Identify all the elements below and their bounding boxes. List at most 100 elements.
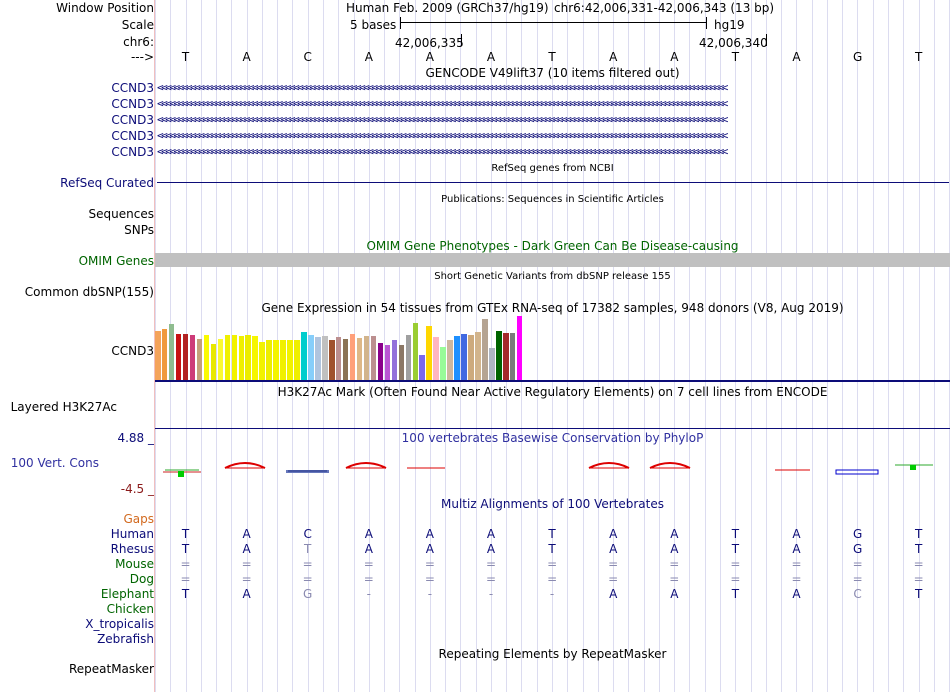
gtex-tissue-bar[interactable] [349, 334, 356, 380]
repeatmasker-track-label[interactable]: RepeatMasker [68, 662, 154, 676]
gtex-tissue-bar[interactable] [419, 355, 425, 380]
publications-snps-label[interactable]: SNPs [124, 223, 154, 237]
gencode-item-label[interactable]: CCND3 [111, 97, 154, 111]
gtex-tissue-bar[interactable] [475, 332, 481, 380]
gencode-item-label[interactable]: CCND3 [111, 145, 154, 159]
repeatmasker-track-title[interactable]: Repeating Elements by RepeatMasker [438, 647, 667, 661]
gtex-tissue-bar[interactable] [391, 340, 398, 380]
gtex-tissue-bar[interactable] [454, 336, 460, 380]
gtex-tissue-bar[interactable] [168, 324, 175, 380]
phylop-track-title[interactable]: 100 vertebrates Basewise Conservation by… [401, 431, 704, 445]
gtex-tissue-bar[interactable] [301, 332, 307, 380]
gtex-tissue-bar[interactable] [231, 335, 238, 380]
gencode-track-title[interactable]: GENCODE V49lift37 (10 items filtered out… [425, 66, 680, 80]
gtex-tissue-bar[interactable] [329, 340, 335, 380]
gtex-tissue-bar[interactable] [363, 336, 370, 380]
gtex-tissue-bar[interactable] [210, 344, 217, 380]
gencode-transcript[interactable]: <<<<<<<<<<<<<<<<<<<<<<<<<<<<<<<<<<<<<<<<… [157, 145, 728, 158]
multiz-track-title[interactable]: Multiz Alignments of 100 Vertebrates [440, 497, 665, 511]
gtex-tissue-bar[interactable] [259, 342, 265, 380]
gencode-item-label[interactable]: CCND3 [111, 129, 154, 143]
dbsnp-track-title[interactable]: Short Genetic Variants from dbSNP releas… [434, 271, 671, 282]
gtex-tissue-bar[interactable] [196, 339, 203, 380]
gtex-track-label[interactable]: CCND3 [111, 344, 154, 358]
gtex-tissue-bar[interactable] [155, 331, 161, 380]
scale-bar-left-tick [400, 17, 401, 29]
gencode-item-label[interactable]: CCND3 [111, 113, 154, 127]
gtex-tissue-bar[interactable] [224, 335, 231, 380]
gencode-item-label[interactable]: CCND3 [111, 81, 154, 95]
gtex-tissue-bar[interactable] [252, 336, 258, 380]
gencode-transcript[interactable]: <<<<<<<<<<<<<<<<<<<<<<<<<<<<<<<<<<<<<<<<… [157, 113, 728, 126]
gtex-tissue-bar[interactable] [405, 335, 412, 380]
dna-base: C [303, 50, 312, 64]
gtex-tissue-bar[interactable] [377, 343, 384, 380]
gtex-tissue-bar[interactable] [335, 337, 342, 380]
gtex-track-title[interactable]: Gene Expression in 54 tissues from GTEx … [261, 301, 844, 315]
gtex-tissue-bar[interactable] [503, 333, 509, 380]
gtex-tissue-bar[interactable] [238, 336, 245, 380]
gtex-tissue-bar[interactable] [308, 335, 314, 380]
alignment-base: A [670, 587, 679, 601]
gtex-tissue-bar[interactable] [315, 337, 321, 380]
alignment-base: = [669, 572, 680, 586]
gtex-tissue-bar[interactable] [175, 334, 182, 380]
gtex-tissue-bar[interactable] [189, 335, 196, 380]
alignment-base: = [241, 557, 252, 571]
phylop-track-label[interactable]: 100 Vert. Cons [10, 456, 99, 470]
gencode-transcript[interactable]: <<<<<<<<<<<<<<<<<<<<<<<<<<<<<<<<<<<<<<<<… [157, 81, 728, 94]
h3k27ac-track-label[interactable]: Layered H3K27Ac [10, 400, 117, 414]
gtex-tissue-bar[interactable] [426, 326, 432, 380]
base-gridline [689, 0, 691, 692]
scale-db: hg19 [714, 18, 745, 32]
gtex-tissue-bar[interactable] [384, 345, 391, 380]
phylop-conservation-plot[interactable] [155, 455, 950, 481]
gtex-tissue-bar[interactable] [161, 329, 168, 380]
species-label-zebrafish: Zebrafish [97, 632, 154, 646]
gtex-tissue-bar[interactable] [245, 335, 251, 380]
gencode-transcript[interactable]: <<<<<<<<<<<<<<<<<<<<<<<<<<<<<<<<<<<<<<<<… [157, 97, 728, 110]
scale-text: 5 bases [350, 18, 397, 32]
refseq-gene-line[interactable] [157, 182, 949, 183]
refseq-track-title[interactable]: RefSeq genes from NCBI [491, 163, 614, 174]
gtex-tissue-bar[interactable] [489, 348, 495, 380]
gencode-transcript[interactable]: <<<<<<<<<<<<<<<<<<<<<<<<<<<<<<<<<<<<<<<<… [157, 129, 728, 142]
gtex-tissue-bar[interactable] [447, 340, 453, 380]
gtex-tissue-bar[interactable] [461, 334, 467, 380]
gtex-tissue-bar[interactable] [266, 340, 272, 380]
base-gridline [613, 0, 615, 692]
gtex-tissue-bar[interactable] [516, 316, 523, 380]
gtex-tissue-bar[interactable] [482, 319, 488, 380]
gtex-tissue-bar[interactable] [433, 337, 439, 380]
gtex-tissue-bar[interactable] [287, 340, 293, 380]
dbsnp-track-label[interactable]: Common dbSNP(155) [24, 285, 154, 299]
gtex-tissue-bar[interactable] [273, 340, 279, 380]
gtex-tissue-bar[interactable] [509, 333, 516, 380]
gtex-tissue-bar[interactable] [294, 340, 300, 380]
alignment-base: A [364, 527, 373, 541]
gtex-tissue-bar[interactable] [217, 339, 224, 380]
gtex-tissue-bar[interactable] [182, 334, 189, 380]
gtex-tissue-bar[interactable] [322, 336, 328, 380]
gtex-tissue-bar[interactable] [370, 336, 377, 380]
genome-browser-tracks[interactable]: Human Feb. 2009 (GRCh37/hg19) chr6:42,00… [155, 0, 950, 692]
h3k27ac-track-title[interactable]: H3K27Ac Mark (Often Found Near Active Re… [277, 385, 828, 399]
gtex-tissue-bar[interactable] [468, 335, 474, 380]
omim-track-title[interactable]: OMIM Gene Phenotypes - Dark Green Can Be… [366, 239, 739, 253]
gtex-tissue-bar[interactable] [496, 331, 502, 380]
gtex-tissue-bar[interactable] [356, 338, 363, 380]
alignment-base: = [241, 572, 252, 586]
omim-gene-bar[interactable] [155, 253, 950, 267]
publications-track-title[interactable]: Publications: Sequences in Scientific Ar… [441, 194, 664, 205]
refseq-track-label[interactable]: RefSeq Curated [60, 176, 154, 190]
base-gridline [719, 0, 721, 692]
gtex-tissue-bar[interactable] [342, 339, 349, 380]
omim-track-label[interactable]: OMIM Genes [78, 254, 154, 268]
gtex-tissue-bar[interactable] [412, 323, 419, 380]
gtex-tissue-bar[interactable] [440, 347, 446, 380]
gtex-tissue-bar[interactable] [398, 345, 405, 380]
gtex-expression-chart[interactable] [155, 316, 555, 380]
publications-sequences-label[interactable]: Sequences [88, 207, 154, 221]
gtex-tissue-bar[interactable] [203, 335, 210, 380]
gtex-tissue-bar[interactable] [280, 340, 286, 380]
